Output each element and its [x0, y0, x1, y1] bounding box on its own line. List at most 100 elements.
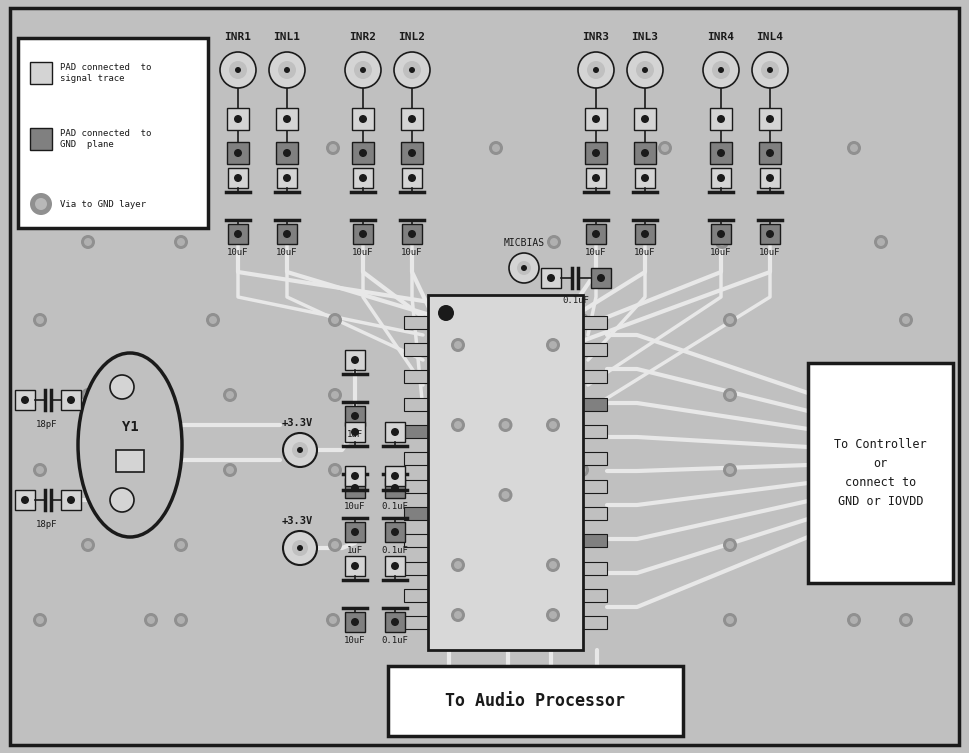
Circle shape [766, 174, 774, 182]
Circle shape [391, 484, 399, 492]
Circle shape [297, 447, 303, 453]
Circle shape [726, 466, 734, 474]
Circle shape [723, 613, 737, 627]
Circle shape [546, 608, 560, 622]
Circle shape [578, 52, 614, 88]
Circle shape [391, 562, 399, 570]
Bar [586, 168, 606, 188]
Circle shape [661, 144, 669, 152]
Circle shape [498, 418, 513, 432]
Bar [385, 422, 405, 442]
Bar [404, 398, 428, 410]
Bar [583, 316, 607, 329]
Circle shape [899, 538, 913, 552]
Bar [635, 168, 655, 188]
Text: INL3: INL3 [632, 32, 659, 42]
Circle shape [331, 466, 339, 474]
Bar [583, 453, 607, 465]
Bar [404, 370, 428, 383]
Bar [404, 425, 428, 438]
Circle shape [902, 391, 910, 399]
Circle shape [147, 144, 155, 152]
Text: Via to GND layer: Via to GND layer [60, 200, 146, 209]
Circle shape [326, 141, 340, 155]
Circle shape [717, 115, 725, 123]
Circle shape [597, 274, 605, 282]
Text: To Controller
or
connect to
GND or IOVDD: To Controller or connect to GND or IOVDD [834, 438, 926, 508]
Circle shape [360, 67, 366, 73]
Circle shape [465, 316, 473, 324]
Circle shape [546, 418, 560, 432]
Circle shape [408, 149, 416, 157]
Circle shape [278, 61, 296, 79]
Circle shape [409, 67, 415, 73]
Circle shape [847, 613, 861, 627]
Circle shape [84, 238, 92, 246]
Bar [385, 556, 405, 576]
Bar [808, 363, 953, 583]
Circle shape [110, 488, 134, 512]
Circle shape [209, 316, 217, 324]
Circle shape [36, 616, 44, 624]
Bar [277, 224, 297, 244]
Circle shape [766, 230, 774, 238]
Circle shape [641, 149, 649, 157]
Circle shape [902, 616, 910, 624]
Bar [15, 490, 35, 510]
Circle shape [592, 149, 600, 157]
Text: 10uF: 10uF [401, 248, 422, 257]
Circle shape [81, 235, 95, 249]
Circle shape [359, 230, 367, 238]
Bar [402, 224, 422, 244]
Bar [711, 168, 731, 188]
Circle shape [81, 388, 95, 402]
Circle shape [283, 531, 317, 565]
Circle shape [283, 230, 291, 238]
Circle shape [177, 238, 185, 246]
Circle shape [84, 541, 92, 549]
Text: +3.3V: +3.3V [281, 418, 313, 428]
Bar [15, 390, 35, 410]
Text: 10uF: 10uF [353, 248, 374, 257]
Circle shape [67, 396, 75, 404]
Bar [583, 562, 607, 575]
Circle shape [718, 67, 724, 73]
Circle shape [351, 618, 359, 626]
Circle shape [521, 265, 527, 271]
Circle shape [35, 198, 47, 210]
Circle shape [391, 618, 399, 626]
Bar [345, 522, 365, 542]
Circle shape [174, 538, 188, 552]
Bar [760, 168, 780, 188]
Circle shape [451, 608, 465, 622]
Circle shape [283, 149, 291, 157]
Circle shape [391, 472, 399, 480]
Circle shape [723, 538, 737, 552]
Circle shape [351, 472, 359, 480]
Circle shape [147, 616, 155, 624]
Circle shape [641, 115, 649, 123]
Circle shape [359, 115, 367, 123]
Text: INL1: INL1 [273, 32, 300, 42]
Circle shape [636, 61, 654, 79]
Text: 10uF: 10uF [635, 248, 656, 257]
Bar [428, 295, 583, 650]
Circle shape [391, 528, 399, 536]
Circle shape [717, 230, 725, 238]
Circle shape [717, 149, 725, 157]
Circle shape [547, 235, 561, 249]
Circle shape [715, 235, 729, 249]
Circle shape [351, 356, 359, 364]
Circle shape [33, 463, 47, 477]
Bar [583, 343, 607, 356]
Circle shape [547, 274, 555, 282]
Circle shape [351, 484, 359, 492]
Circle shape [329, 144, 337, 152]
Circle shape [578, 466, 586, 474]
Circle shape [726, 541, 734, 549]
Circle shape [438, 305, 454, 321]
Circle shape [351, 528, 359, 536]
Circle shape [408, 230, 416, 238]
Bar [228, 168, 248, 188]
Circle shape [627, 52, 663, 88]
